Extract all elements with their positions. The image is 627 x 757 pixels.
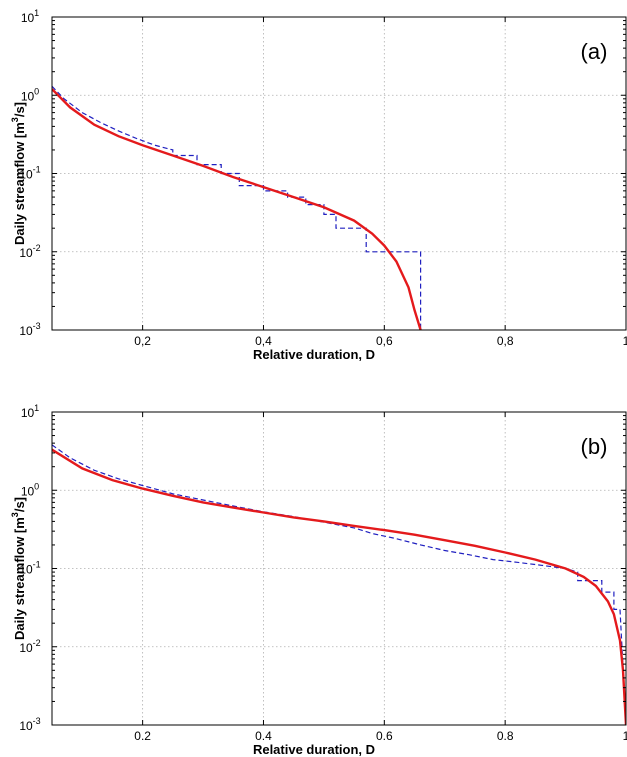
- y-tick-label: 100: [21, 481, 39, 498]
- x-tick-label: 0,8: [497, 334, 514, 348]
- panel-label: (b): [581, 434, 608, 459]
- x-tick-label: 0,6: [376, 334, 393, 348]
- y-tick-label: 10-1: [19, 560, 40, 577]
- x-tick-label: 1: [623, 729, 627, 743]
- panel-label: (a): [581, 39, 608, 64]
- plot-frame: [51, 411, 627, 726]
- x-tick-label: 0,4: [255, 334, 272, 348]
- y-tick-label: 10-1: [19, 165, 40, 182]
- y-axis-label: Daily streamflow [m3/s]: [10, 497, 27, 640]
- chart-panel-1: 0.2 0.4 0.6 0.8 1 10-3 10-2 10-1 100 101 Relative …: [10, 403, 627, 757]
- x-tick-label: 1: [623, 334, 627, 348]
- y-tick-label: 101: [21, 403, 39, 420]
- x-tick-label: 0.6: [376, 729, 393, 743]
- y-tick-label: 10-3: [19, 716, 40, 733]
- x-tick-label: 0.4: [255, 729, 272, 743]
- y-tick-label: 100: [21, 86, 39, 103]
- chart-panel-0: 0,2 0,4 0,6 0,8 1 10-3 10-2 10-1 100 101 Relative …: [10, 8, 627, 362]
- y-axis-label: Daily streamflow [m3/s]: [10, 102, 27, 245]
- x-tick-label: 0.8: [497, 729, 514, 743]
- x-axis-label: Relative duration, D: [253, 347, 375, 362]
- y-tick-label: 10-2: [19, 243, 40, 260]
- fitted-series-line: [52, 448, 626, 726]
- observed-series-line: [52, 85, 422, 330]
- fitted-series-line: [52, 88, 422, 331]
- x-tick-label: 0.2: [134, 729, 151, 743]
- observed-series-line: [52, 444, 626, 726]
- plot-frame: [51, 16, 627, 331]
- x-tick-label: 0,2: [134, 334, 151, 348]
- y-tick-label: 10-2: [19, 638, 40, 655]
- y-tick-label: 101: [21, 8, 39, 25]
- y-tick-label: 10-3: [19, 321, 40, 338]
- x-axis-label: Relative duration, D: [253, 742, 375, 757]
